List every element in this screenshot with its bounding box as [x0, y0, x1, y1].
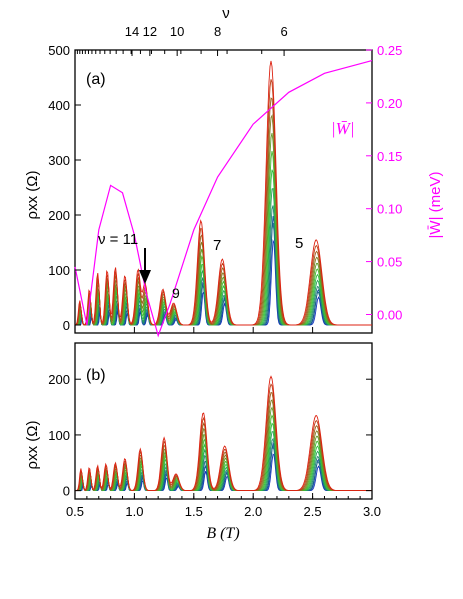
x-tick-label: 1.5 [185, 504, 203, 519]
x-tick-label: 2.0 [244, 504, 262, 519]
panel-b-series-8 [75, 406, 372, 492]
y-tick-label-b: 0 [63, 484, 70, 499]
panel-b-series-3 [75, 444, 372, 492]
panel-a-series-10 [75, 97, 372, 326]
panel-a-label: (a) [86, 71, 106, 88]
top-tick-label: 10 [170, 24, 184, 39]
annotation-7: 7 [213, 237, 221, 254]
y2-tick-label: 0.15 [377, 149, 402, 164]
annotation-9: 9 [172, 285, 180, 301]
panel-b-frame [74, 342, 373, 500]
top-tick-label: 8 [214, 24, 221, 39]
x-tick-label: 1.0 [125, 504, 143, 519]
panel-b-series-12 [75, 375, 372, 492]
y-tick-label-a: 100 [48, 263, 70, 278]
panel-a-series-3 [75, 222, 372, 326]
panel-b-series-9 [75, 399, 372, 492]
panel-a-series-9 [75, 114, 372, 326]
axis-ticks: 0.5 1.0 1.5 2.0 2.5 3.001002003004005000.000.… [48, 24, 402, 519]
panel-a-curves [74, 60, 372, 326]
y-axis-label-a: ρxx (Ω) [24, 171, 41, 220]
w-legend-label: |W̄| [331, 119, 355, 138]
panel-a-series-5 [75, 187, 372, 326]
y2-tick-label: 0.00 [377, 307, 402, 322]
panel-a-frame [74, 49, 373, 334]
panel-a-series-4 [75, 205, 372, 326]
y2-tick-label: 0.25 [377, 43, 402, 58]
x-tick-label: 0.5 [66, 504, 84, 519]
panel-b-series-11 [75, 383, 372, 492]
panel-b-label: (b) [86, 367, 106, 384]
top-tick-label: 12 [143, 24, 157, 39]
x-tick-label: 3.0 [363, 504, 381, 519]
y2-tick-label: 0.05 [377, 255, 402, 270]
w-curve [74, 60, 373, 338]
y-tick-label-a: 300 [48, 153, 70, 168]
panel-b-series-7 [75, 414, 372, 492]
y-tick-label-a: 400 [48, 98, 70, 113]
panel-b-series-4 [75, 437, 372, 492]
y2-tick-label: 0.20 [377, 96, 402, 111]
y2-tick-label: 0.10 [377, 202, 402, 217]
top-tick-label: 14 [125, 24, 139, 39]
panel-b-series-10 [75, 391, 372, 492]
top-axis-label: ν [222, 5, 230, 22]
panel-b-series-6 [75, 422, 372, 492]
annotation-nu11: ν = 11 [98, 231, 138, 248]
y-tick-label-b: 200 [48, 372, 70, 387]
panel-b-curves [75, 375, 372, 492]
panel-b-series-5 [75, 431, 372, 492]
x-axis-label: B (T) [206, 525, 239, 542]
panel-a-series-6 [75, 169, 372, 326]
y-tick-label-a: 0 [63, 318, 70, 333]
top-tick-label: 6 [280, 24, 287, 39]
y2-axis-label: |W̄| (meV) [427, 172, 444, 239]
panel-a-series-11 [74, 79, 372, 326]
arrow-head-nu11 [139, 270, 151, 284]
y-axis-label-b: ρxx (Ω) [24, 421, 41, 470]
y-tick-label-b: 100 [48, 428, 70, 443]
panel-a-series-8 [75, 133, 372, 326]
annotation-5: 5 [295, 235, 303, 252]
panel-a-series-7 [75, 151, 372, 326]
y-tick-label-a: 200 [48, 208, 70, 223]
x-tick-label: 2.5 [304, 504, 322, 519]
panel-a-series-12 [74, 60, 372, 326]
y-tick-label-a: 500 [48, 43, 70, 58]
